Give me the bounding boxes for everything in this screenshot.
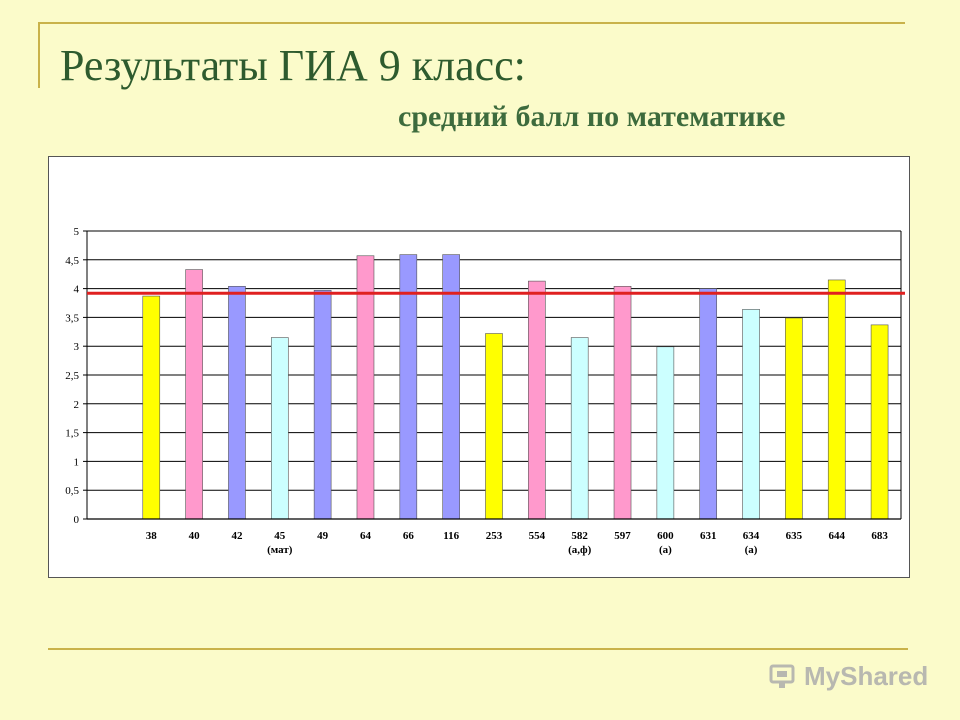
x-tick-note: (а): [659, 544, 672, 556]
x-tick-label: 634: [743, 530, 760, 542]
x-tick-label: 38: [146, 530, 158, 542]
x-tick-label: 45: [274, 530, 286, 542]
bar: [313, 290, 332, 520]
bar: [613, 285, 632, 520]
x-tick-label: 582: [571, 530, 588, 542]
x-tick-note: (а,ф): [568, 544, 592, 556]
bar: [270, 337, 289, 520]
y-tick-label: 5: [74, 226, 80, 238]
bar: [142, 295, 161, 520]
bar: [785, 317, 803, 520]
x-tick-note: (а): [745, 544, 758, 556]
x-tick-label: 644: [828, 530, 845, 542]
bar: [485, 333, 503, 520]
bottom-rule: [48, 648, 908, 650]
y-tick-label: 2,5: [65, 370, 79, 382]
bar: [827, 279, 846, 520]
y-tick-label: 0: [74, 514, 80, 526]
x-tick-label: 49: [317, 530, 329, 542]
y-tick-label: 3,5: [65, 312, 79, 324]
y-tick-label: 1,5: [65, 428, 79, 440]
x-tick-label: 253: [486, 530, 503, 542]
slide-subtitle: средний балл по математике: [398, 100, 786, 133]
bar: [356, 255, 375, 520]
bar: [528, 280, 546, 520]
x-tick-label: 683: [871, 530, 888, 542]
y-tick-label: 4,5: [65, 255, 79, 267]
x-tick-label: 635: [786, 530, 803, 542]
x-tick-label: 554: [529, 530, 546, 542]
myshared-logo-icon: [769, 664, 795, 688]
bar: [699, 288, 718, 520]
x-tick-label: 66: [403, 530, 415, 542]
bar: [185, 269, 203, 520]
x-tick-label: 631: [700, 530, 717, 542]
chart-area: 0 0,5 1 1,5 2 2,5 3 3,5 4 4,5 5 38 40 42 45 (мат) 49 64 66…: [48, 156, 910, 578]
bar: [870, 324, 889, 520]
y-tick-label: 3: [74, 341, 80, 353]
bar: [656, 346, 675, 520]
x-tick-label: 64: [360, 530, 372, 542]
bar: [742, 309, 760, 520]
x-tick-label: 600: [657, 530, 674, 542]
y-tick-label: 2: [74, 399, 80, 411]
bar-chart: 0 0,5 1 1,5 2 2,5 3 3,5 4 4,5 5 38 40 42 45 (мат) 49 64 66…: [65, 226, 905, 556]
y-tick-label: 4: [74, 284, 80, 296]
x-tick-label: 40: [189, 530, 201, 542]
y-tick-label: 0,5: [65, 485, 79, 497]
watermark: MyShared: [768, 656, 928, 696]
x-tick-label: 597: [614, 530, 631, 542]
x-tick-label: 116: [443, 530, 459, 542]
x-tick-label: 42: [231, 530, 243, 542]
x-tick-note: (мат): [267, 544, 293, 556]
slide-title: Результаты ГИА 9 класс:: [60, 41, 526, 90]
top-rule: [40, 22, 905, 24]
bar: [228, 285, 246, 520]
left-rule: [38, 22, 40, 88]
bar: [570, 337, 589, 520]
watermark-text: MyShared: [804, 660, 929, 691]
y-tick-label: 1: [74, 456, 80, 468]
